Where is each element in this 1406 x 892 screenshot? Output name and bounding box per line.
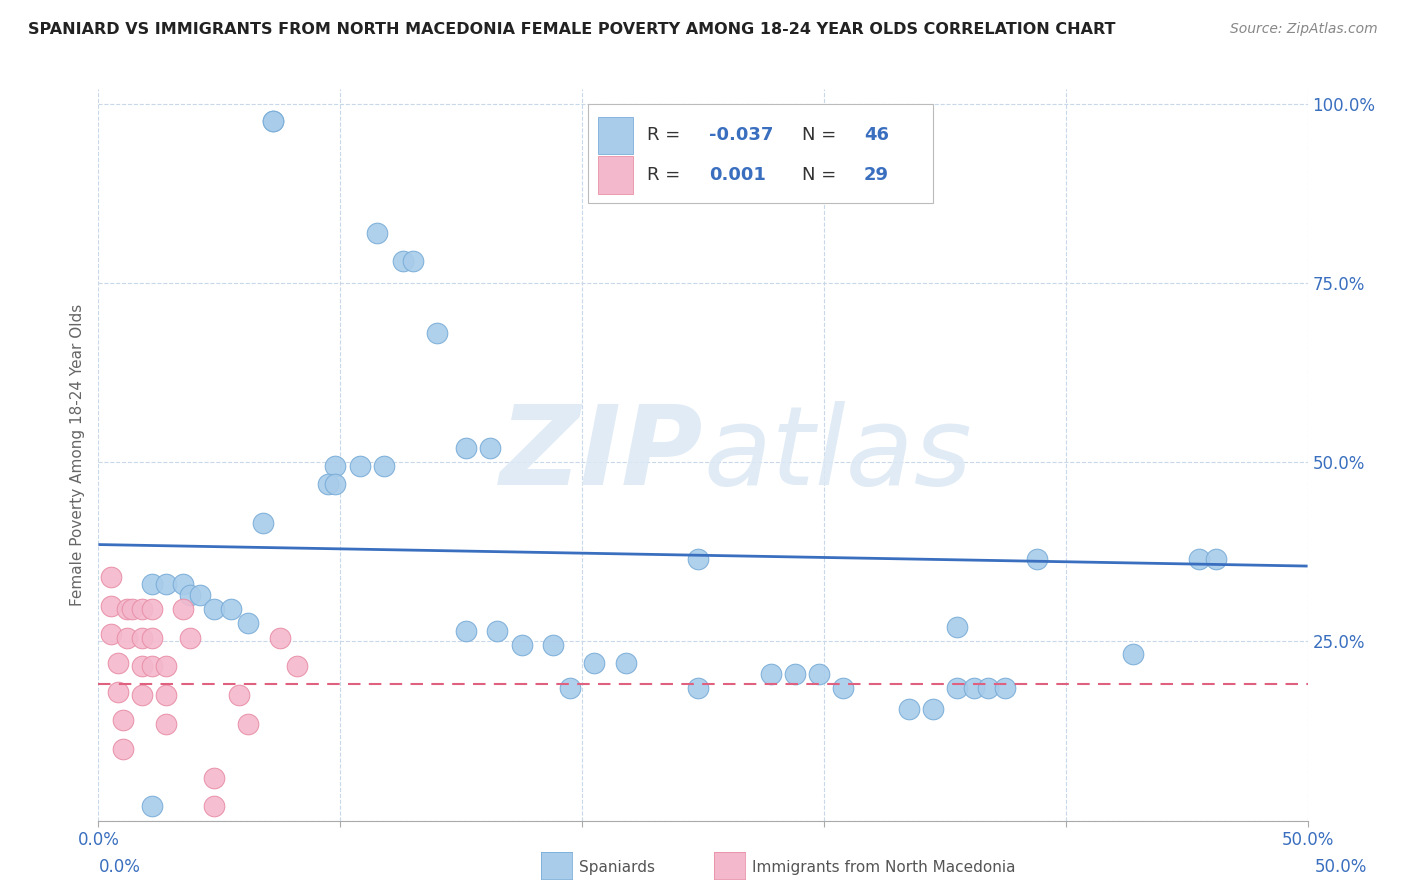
Point <box>238 716 260 731</box>
Point <box>486 624 509 638</box>
Point <box>946 681 969 695</box>
Point <box>141 602 163 616</box>
Point <box>325 458 347 473</box>
Point <box>1122 647 1144 661</box>
Text: 0.0%: 0.0% <box>98 858 141 876</box>
Point <box>100 570 122 584</box>
Point <box>325 476 347 491</box>
Point <box>141 659 163 673</box>
Point <box>262 114 284 128</box>
Text: -0.037: -0.037 <box>709 127 773 145</box>
Point <box>541 638 564 652</box>
Point <box>688 681 710 695</box>
Point <box>510 638 533 652</box>
Point <box>373 458 395 473</box>
Point <box>111 742 134 756</box>
Text: SPANIARD VS IMMIGRANTS FROM NORTH MACEDONIA FEMALE POVERTY AMONG 18-24 YEAR OLDS: SPANIARD VS IMMIGRANTS FROM NORTH MACEDO… <box>28 22 1115 37</box>
Point <box>479 441 502 455</box>
Point <box>155 688 177 702</box>
Point <box>228 688 250 702</box>
Point <box>285 659 308 673</box>
Point <box>454 624 477 638</box>
FancyBboxPatch shape <box>599 156 633 194</box>
Point <box>349 458 371 473</box>
Point <box>897 702 920 716</box>
Point <box>204 771 226 785</box>
Point <box>188 588 211 602</box>
Point <box>204 799 226 814</box>
Point <box>100 627 122 641</box>
Point <box>392 254 415 268</box>
Point <box>1188 552 1211 566</box>
Point <box>832 681 855 695</box>
Text: atlas: atlas <box>703 401 972 508</box>
Point <box>179 588 201 602</box>
Text: R =: R = <box>647 127 686 145</box>
Point <box>155 659 177 673</box>
Point <box>131 659 153 673</box>
FancyBboxPatch shape <box>599 117 633 154</box>
Point <box>262 114 284 128</box>
Point <box>107 684 129 698</box>
Point <box>963 681 986 695</box>
Point <box>141 631 163 645</box>
Text: N =: N = <box>801 127 842 145</box>
Point <box>402 254 425 268</box>
Point <box>688 552 710 566</box>
Point <box>131 602 153 616</box>
Point <box>454 441 477 455</box>
Point <box>117 631 139 645</box>
Text: Spaniards: Spaniards <box>579 860 655 874</box>
Point <box>946 620 969 634</box>
Point <box>1205 552 1227 566</box>
Point <box>252 516 274 530</box>
Text: 0.001: 0.001 <box>709 166 766 184</box>
FancyBboxPatch shape <box>588 103 932 202</box>
Text: R =: R = <box>647 166 686 184</box>
Point <box>117 602 139 616</box>
Point <box>1025 552 1047 566</box>
Point <box>131 631 153 645</box>
Point <box>121 602 143 616</box>
Point <box>204 602 226 616</box>
Point <box>808 666 831 681</box>
Point <box>994 681 1017 695</box>
Text: ZIP: ZIP <box>499 401 703 508</box>
Text: Source: ZipAtlas.com: Source: ZipAtlas.com <box>1230 22 1378 37</box>
Point <box>366 226 388 240</box>
Point <box>131 688 153 702</box>
Point <box>426 326 449 340</box>
Point <box>155 577 177 591</box>
Point <box>100 599 122 613</box>
Point <box>141 577 163 591</box>
Point <box>316 476 339 491</box>
Text: 50.0%: 50.0% <box>1315 858 1367 876</box>
Point <box>269 631 291 645</box>
Text: N =: N = <box>801 166 842 184</box>
Point <box>238 616 260 631</box>
Point <box>111 713 134 727</box>
Point <box>759 666 782 681</box>
Point <box>172 602 194 616</box>
Point <box>583 656 606 670</box>
Point <box>179 631 201 645</box>
Point <box>141 799 163 814</box>
Point <box>921 702 943 716</box>
Point <box>558 681 581 695</box>
Point <box>107 656 129 670</box>
Text: 29: 29 <box>863 166 889 184</box>
Point <box>614 656 637 670</box>
Point <box>172 577 194 591</box>
Text: 46: 46 <box>863 127 889 145</box>
Point <box>221 602 243 616</box>
Y-axis label: Female Poverty Among 18-24 Year Olds: Female Poverty Among 18-24 Year Olds <box>70 304 86 606</box>
Point <box>783 666 806 681</box>
Text: Immigrants from North Macedonia: Immigrants from North Macedonia <box>752 860 1015 874</box>
Point <box>977 681 1000 695</box>
Point <box>155 716 177 731</box>
